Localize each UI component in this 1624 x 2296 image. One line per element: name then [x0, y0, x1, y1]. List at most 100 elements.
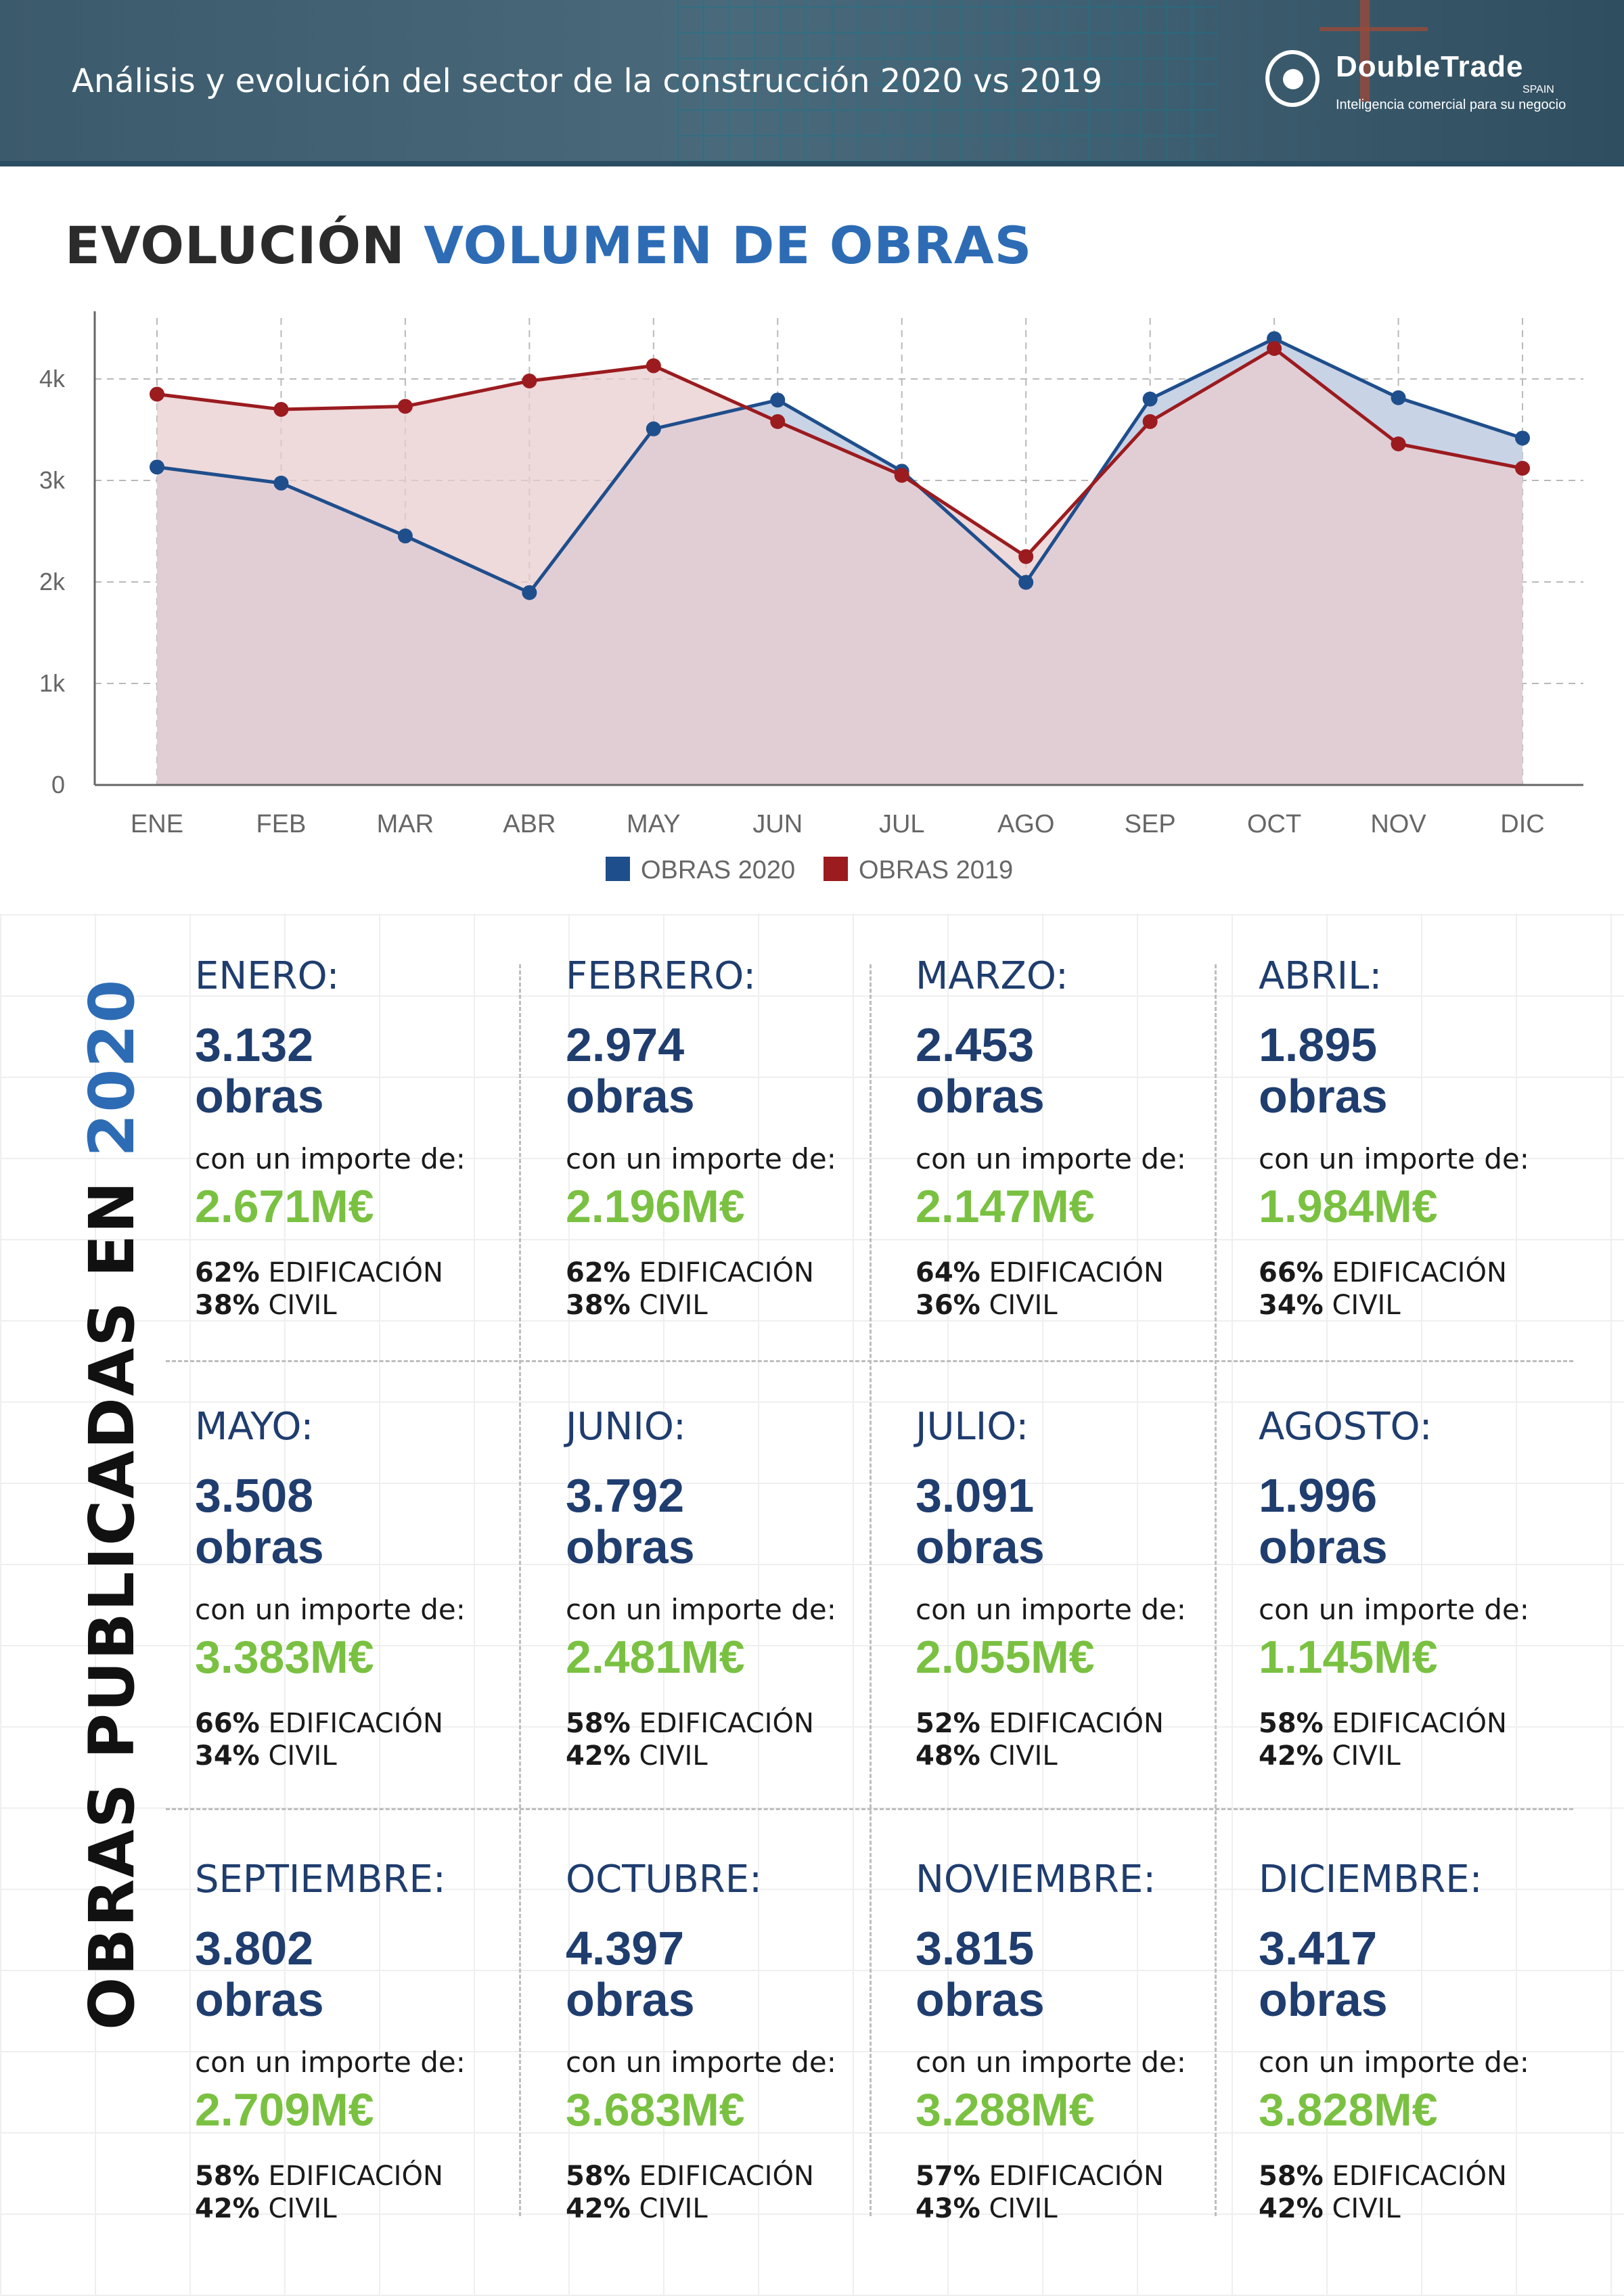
- obras-count: 1.996: [1259, 1469, 1378, 1522]
- obras-count: 3.815: [916, 1922, 1035, 1975]
- civil-label: CIVIL: [268, 2193, 337, 2224]
- edificacion-label: EDIFICACIÓN: [1332, 1708, 1507, 1739]
- month-card-noviembre: NOVIEMBRE: 3.815 obras con un importe de…: [916, 1858, 1240, 2264]
- edificacion-pct: 58%: [566, 1708, 631, 1739]
- obras-count: 1.895: [1259, 1018, 1378, 1071]
- logo-name: DoubleTrade: [1336, 50, 1524, 83]
- importe-value: 2.147M€: [916, 1181, 1095, 1232]
- importe-label: con un importe de:: [916, 1593, 1186, 1626]
- edificacion-pct: 62%: [566, 1257, 631, 1288]
- civil-line: 43% CIVIL: [916, 2193, 1058, 2224]
- edificacion-line: 58% EDIFICACIÓN: [1259, 2161, 1507, 2192]
- civil-label: CIVIL: [1332, 2193, 1401, 2224]
- civil-label: CIVIL: [989, 1740, 1058, 1772]
- month-name: MAYO:: [195, 1405, 314, 1449]
- importe-label: con un importe de:: [916, 1142, 1186, 1175]
- column-separator: [870, 964, 872, 2216]
- edificacion-label: EDIFICACIÓN: [268, 1708, 443, 1739]
- month-name: FEBRERO:: [566, 954, 757, 998]
- edificacion-pct: 66%: [195, 1708, 260, 1739]
- importe-value: 3.383M€: [195, 1631, 374, 1683]
- civil-label: CIVIL: [989, 2193, 1058, 2224]
- data-point-obras-2020: [1018, 575, 1034, 590]
- chart-title-part2: VOLUMEN DE OBRAS: [424, 215, 1033, 275]
- data-point-obras-2020: [646, 421, 661, 436]
- data-point-obras-2020: [770, 392, 786, 408]
- edificacion-label: EDIFICACIÓN: [639, 1708, 814, 1739]
- header-subtitle: Análisis y evolución del sector de la co…: [72, 62, 1102, 100]
- importe-value: 3.828M€: [1259, 2084, 1438, 2136]
- x-tick-label: ENE: [131, 810, 183, 838]
- civil-line: 38% CIVIL: [195, 1290, 337, 1321]
- month-card-agosto: AGOSTO: 1.996 obras con un importe de: 1…: [1259, 1405, 1583, 1811]
- header-divider: [0, 161, 1624, 166]
- month-card-febrero: FEBRERO: 2.974 obras con un importe de: …: [566, 954, 890, 1360]
- x-tick-label: SEP: [1125, 810, 1176, 838]
- y-tick-label: 0: [51, 771, 65, 798]
- data-point-obras-2019: [894, 468, 909, 483]
- importe-label: con un importe de:: [1259, 2046, 1529, 2079]
- importe-label: con un importe de:: [916, 2046, 1186, 2079]
- x-tick-label: JUL: [879, 810, 925, 838]
- logo-country: SPAIN: [1522, 84, 1554, 95]
- y-tick-label: 2k: [39, 568, 66, 595]
- obras-unit: obras: [566, 1070, 695, 1123]
- building-graphic: [677, 0, 1218, 162]
- obras-unit: obras: [1259, 1973, 1388, 2026]
- obras-unit: obras: [916, 1973, 1045, 2026]
- month-card-enero: ENERO: 3.132 obras con un importe de: 2.…: [195, 954, 520, 1360]
- series-line-obras-2020: [156, 336, 1523, 595]
- obras-count: 4.397: [566, 1922, 685, 1975]
- edificacion-line: 62% EDIFICACIÓN: [566, 1257, 814, 1288]
- civil-line: 42% CIVIL: [1259, 2193, 1401, 2224]
- x-tick-label: MAR: [377, 810, 434, 838]
- month-card-junio: JUNIO: 3.792 obras con un importe de: 2.…: [566, 1405, 890, 1811]
- edificacion-line: 58% EDIFICACIÓN: [566, 2161, 814, 2192]
- side-title-text: OBRAS PUBLICADAS EN: [76, 1156, 148, 2030]
- month-card-julio: JULIO: 3.091 obras con un importe de: 2.…: [916, 1405, 1240, 1811]
- importe-value: 1.145M€: [1259, 1631, 1438, 1683]
- month-card-marzo: MARZO: 2.453 obras con un importe de: 2.…: [916, 954, 1240, 1360]
- importe-label: con un importe de:: [195, 1593, 466, 1626]
- crane-arm-graphic: [1320, 27, 1428, 31]
- data-point-obras-2019: [770, 414, 786, 429]
- importe-value: 1.984M€: [1259, 1181, 1438, 1232]
- column-separator: [519, 964, 521, 2216]
- crane-graphic: [1360, 0, 1370, 102]
- importe-value: 2.196M€: [566, 1181, 745, 1232]
- doubletrade-logo: DoubleTrade SPAIN Inteligencia comercial…: [1265, 50, 1577, 118]
- month-name: JULIO:: [916, 1405, 1029, 1449]
- edificacion-line: 52% EDIFICACIÓN: [916, 1708, 1164, 1739]
- month-name: AGOSTO:: [1259, 1405, 1433, 1449]
- month-name: SEPTIEMBRE:: [195, 1858, 446, 1901]
- header-banner: Análisis y evolución del sector de la co…: [0, 0, 1624, 162]
- obras-count: 3.802: [195, 1922, 314, 1975]
- importe-value: 2.055M€: [916, 1631, 1095, 1683]
- edificacion-line: 57% EDIFICACIÓN: [916, 2161, 1164, 2192]
- series-line-obras-2019: [156, 346, 1523, 559]
- civil-label: CIVIL: [639, 1740, 708, 1772]
- legend-label: OBRAS 2019: [859, 856, 1013, 884]
- obras-unit: obras: [195, 1521, 324, 1573]
- data-point-obras-2020: [1391, 390, 1406, 405]
- importe-value: 2.709M€: [195, 2084, 374, 2136]
- civil-label: CIVIL: [268, 1290, 337, 1321]
- edificacion-line: 58% EDIFICACIÓN: [195, 2161, 443, 2192]
- x-tick-label: ABR: [503, 810, 556, 838]
- obras-count: 2.974: [566, 1018, 685, 1071]
- edificacion-label: EDIFICACIÓN: [1332, 2161, 1507, 2192]
- civil-line: 42% CIVIL: [566, 1740, 708, 1772]
- month-name: JUNIO:: [566, 1405, 686, 1449]
- data-point-obras-2019: [646, 358, 661, 374]
- importe-label: con un importe de:: [566, 1593, 836, 1626]
- civil-line: 34% CIVIL: [1259, 1290, 1401, 1321]
- edificacion-label: EDIFICACIÓN: [639, 1257, 814, 1288]
- x-tick-label: DIC: [1500, 810, 1544, 838]
- civil-label: CIVIL: [639, 2193, 708, 2224]
- civil-line: 42% CIVIL: [566, 2193, 708, 2224]
- importe-value: 3.288M€: [916, 2084, 1095, 2136]
- obras-count: 3.417: [1259, 1922, 1378, 1975]
- obras-unit: obras: [916, 1070, 1045, 1123]
- data-point-obras-2019: [150, 386, 164, 402]
- importe-label: con un importe de:: [566, 2046, 836, 2079]
